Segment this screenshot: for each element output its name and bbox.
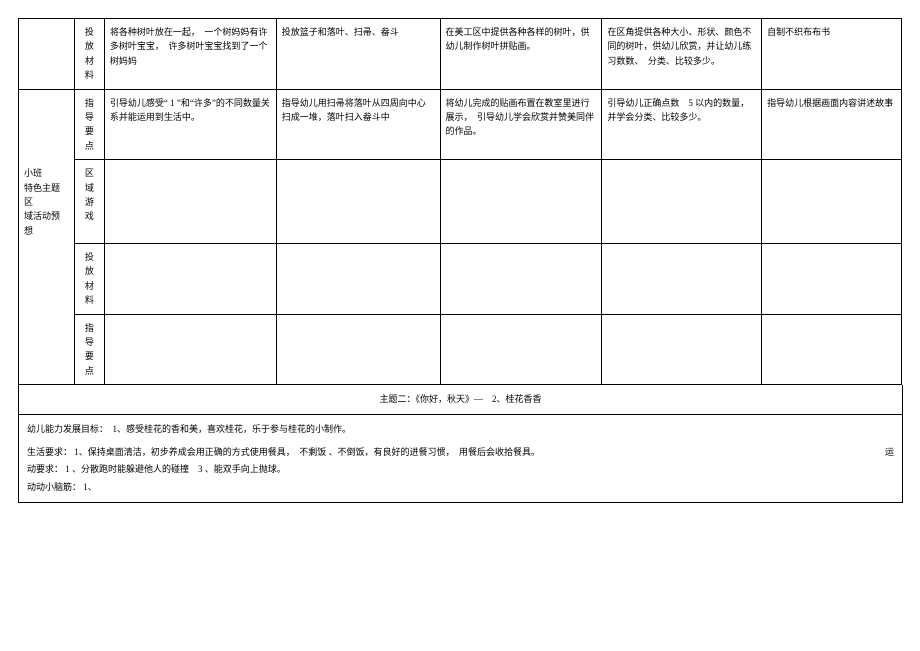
cell-r4c5 bbox=[762, 244, 902, 315]
cell-r1c5: 自制不织布布书 bbox=[762, 19, 902, 90]
cell-r1c3: 在美工区中提供各种各样的树叶，供幼儿制作树叶拼贴画。 bbox=[441, 19, 603, 90]
sport-req-right: 运 bbox=[885, 444, 894, 461]
cell-r4c4 bbox=[602, 244, 762, 315]
cell-r5c2 bbox=[277, 315, 441, 386]
cell-r4c2 bbox=[277, 244, 441, 315]
cell-r2c4: 引导幼儿正确点数 5 以内的数量，并学会分类、比较多少。 bbox=[602, 90, 762, 161]
side-col-blank2 bbox=[19, 90, 75, 161]
cell-r1c1: 将各种树叶放在一起， 一个树妈妈有许多树叶宝宝， 许多树叶宝宝找到了一个树妈妈 bbox=[105, 19, 277, 90]
row-label-guidance-2: 指导要点 bbox=[75, 315, 105, 386]
row-guidance-2: 指导要点 bbox=[19, 315, 902, 386]
cell-r3c5 bbox=[762, 160, 902, 244]
cell-r3c4 bbox=[602, 160, 762, 244]
cell-r4c3 bbox=[441, 244, 603, 315]
goals-block: 幼儿能力发展目标： 1、感受桂花的香和美，喜欢桂花，乐于参与桂花的小制作。 生活… bbox=[19, 415, 903, 502]
theme-title: 主题二：《你好，秋天》— 2、桂花香香 bbox=[19, 385, 903, 415]
row-materials-2: 投放材料 bbox=[19, 244, 902, 315]
cell-r5c4 bbox=[602, 315, 762, 386]
cell-r2c5: 指导幼儿根据画面内容讲述故事 bbox=[762, 90, 902, 161]
row-label-materials-1: 投放材料 bbox=[75, 19, 105, 90]
row-label-materials-2: 投放材料 bbox=[75, 244, 105, 315]
row-label-area-play: 区域游戏 bbox=[75, 160, 105, 244]
cell-r4c1 bbox=[105, 244, 277, 315]
cell-r2c1: 引导幼儿感受“ 1 ”和“许多”的不同数量关系并能运用到生活中。 bbox=[105, 90, 277, 161]
sport-requirement: 动要求： 1 、分散跑时能躲避他人的碰撞 3 、能双手向上抛球。 bbox=[27, 461, 894, 478]
document-table: 投放材料 将各种树叶放在一起， 一个树妈妈有许多树叶宝宝， 许多树叶宝宝找到了一… bbox=[18, 18, 902, 503]
row-label-guidance-1: 指导要点 bbox=[75, 90, 105, 161]
cell-r3c1 bbox=[105, 160, 277, 244]
cell-r3c2 bbox=[277, 160, 441, 244]
cell-r3c3 bbox=[441, 160, 603, 244]
cell-r1c2: 投放篮子和落叶、扫帚、畚斗 bbox=[277, 19, 441, 90]
cell-r5c5 bbox=[762, 315, 902, 386]
cell-r5c3 bbox=[441, 315, 603, 386]
cell-r2c2: 指导幼儿用扫帚将落叶从四周向中心扫成一堆，落叶扫入畚斗中 bbox=[277, 90, 441, 161]
brain-teaser: 动动小脑筋： 1、 bbox=[27, 479, 894, 496]
row-guidance-1: 指导要点 引导幼儿感受“ 1 ”和“许多”的不同数量关系并能运用到生活中。 指导… bbox=[19, 90, 902, 161]
cell-r2c3: 将幼儿完成的贴画布置在教室里进行展示， 引导幼儿学会欣赏并赞美同伴的作品。 bbox=[441, 90, 603, 161]
side-col-cont2 bbox=[19, 315, 75, 386]
side-col-cont1 bbox=[19, 244, 75, 315]
row-materials-1: 投放材料 将各种树叶放在一起， 一个树妈妈有许多树叶宝宝， 许多树叶宝宝找到了一… bbox=[19, 19, 902, 90]
cell-r1c4: 在区角提供各种大小、形状、颜色不同的树叶，供幼儿欣赏，并让幼儿练习数数、 分类、… bbox=[602, 19, 762, 90]
ability-goal: 幼儿能力发展目标： 1、感受桂花的香和美，喜欢桂花，乐于参与桂花的小制作。 bbox=[27, 421, 894, 438]
side-label: 小班特色主题区域活动预想 bbox=[19, 160, 75, 244]
life-requirement: 生活要求： 1、保持桌面清洁，初步养成会用正确的方式使用餐具， 不剩饭 、不倒饭… bbox=[27, 444, 540, 461]
row-area-play: 小班特色主题区域活动预想 区域游戏 bbox=[19, 160, 902, 244]
side-col-upper-blank bbox=[19, 19, 75, 90]
cell-r5c1 bbox=[105, 315, 277, 386]
